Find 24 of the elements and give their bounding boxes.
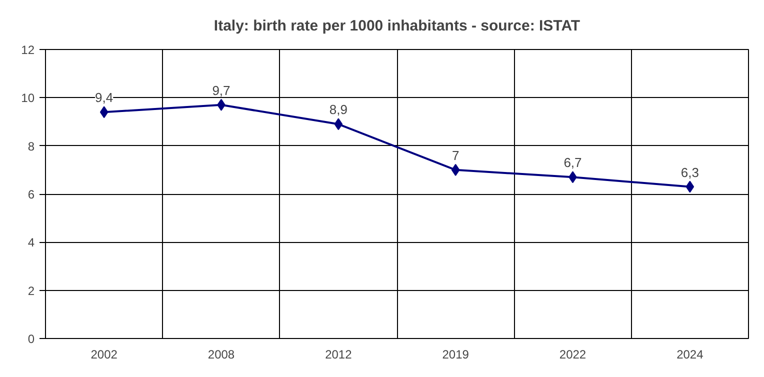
y-tick-label: 8 (28, 139, 35, 154)
x-tick-label: 2002 (90, 348, 118, 362)
x-tick-label: 2012 (325, 348, 352, 362)
y-tick-label: 4 (28, 236, 35, 250)
y-tick-label: 12 (21, 43, 35, 57)
x-tick-label: 2024 (676, 348, 704, 362)
point (686, 180, 694, 193)
data-label: 8,9 (329, 102, 348, 118)
y-tick-label: 10 (21, 91, 35, 106)
x-tick-label: 2022 (559, 348, 586, 362)
point (334, 118, 343, 130)
chart-title: Italy: birth rate per 1000 inhabitants - source: ISTAT (214, 18, 580, 34)
data-label: 6,7 (564, 155, 582, 170)
data-label: 7 (452, 148, 460, 163)
y-tick-label: 0 (28, 332, 35, 346)
y-tick-label: 2 (28, 284, 35, 298)
y-tick-label: 6 (28, 188, 35, 202)
x-tick-label: 2008 (208, 348, 235, 362)
data-label: 9,7 (212, 82, 230, 98)
data-label: 6,3 (680, 164, 699, 180)
point (451, 164, 460, 176)
x-tick-label: 2019 (442, 348, 470, 362)
data-label: 9,4 (95, 90, 114, 106)
point (100, 106, 108, 118)
